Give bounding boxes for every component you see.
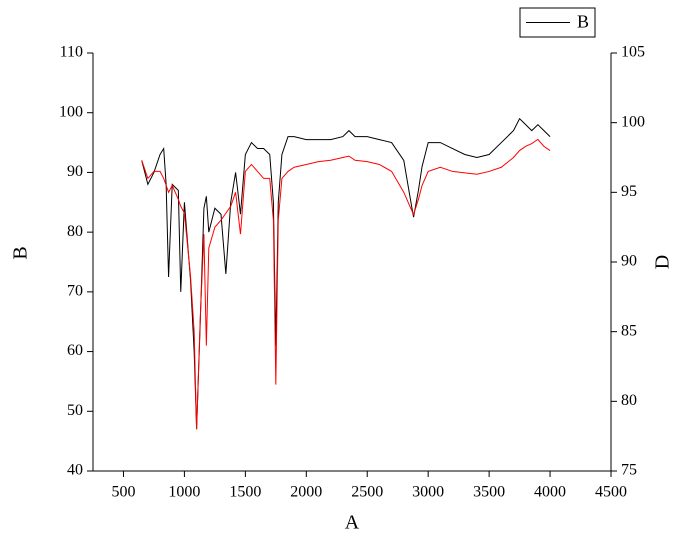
y2-tick-label: 105	[621, 44, 645, 61]
y2-tick-label: 85	[621, 322, 637, 339]
y2-tick-label: 75	[621, 462, 637, 479]
y2-tick-label: 100	[621, 113, 645, 130]
y2-axis-title: D	[652, 255, 674, 269]
x-tick-label: 3000	[412, 484, 444, 501]
x-tick-label: 500	[111, 484, 135, 501]
y-tick-label: 50	[67, 402, 83, 419]
y-axis-title: B	[10, 246, 32, 259]
y-tick-label: 110	[60, 44, 83, 61]
y-tick-label: 90	[67, 163, 83, 180]
x-tick-label: 1500	[229, 484, 261, 501]
y-tick-label: 70	[67, 283, 83, 300]
series-line	[141, 138, 551, 430]
y2-tick-label: 80	[621, 392, 637, 409]
x-axis-title: A	[345, 512, 360, 534]
y-tick-label: 60	[67, 342, 83, 359]
x-tick-label: 2500	[351, 484, 383, 501]
x-tick-label: 1000	[168, 484, 200, 501]
x-tick-label: 4000	[534, 484, 566, 501]
legend-label: B	[577, 12, 589, 32]
y-tick-label: 80	[67, 223, 83, 240]
x-tick-label: 2000	[290, 484, 322, 501]
x-tick-label: 3500	[473, 484, 505, 501]
y-tick-label: 40	[67, 462, 83, 479]
y2-tick-label: 95	[621, 183, 637, 200]
series-line	[141, 117, 551, 430]
y2-tick-label: 90	[621, 253, 637, 270]
y-tick-label: 100	[59, 103, 83, 120]
x-tick-label: 4500	[595, 484, 627, 501]
